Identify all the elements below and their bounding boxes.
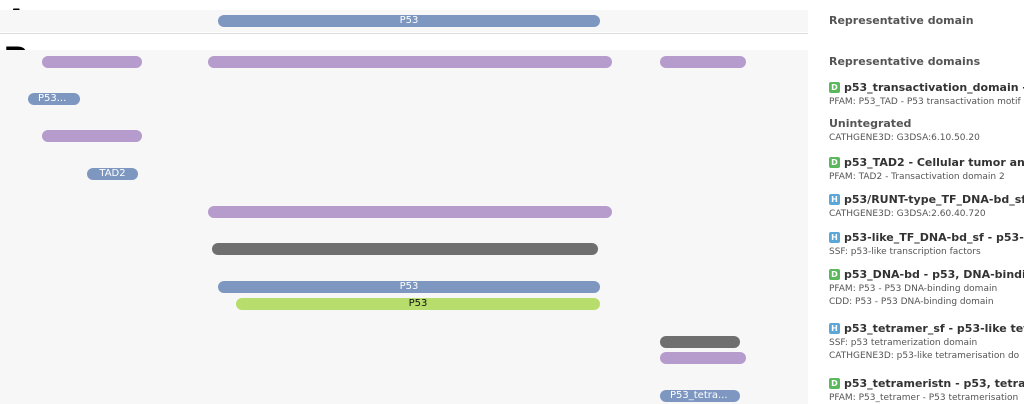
ssf-p53-like-tf-bar[interactable] — [212, 243, 598, 255]
cathgene3d-6-10-50-20-bar[interactable] — [42, 130, 142, 142]
domain-badge-icon: D — [829, 82, 840, 93]
entry-member-line[interactable]: CATHGENE3D: p53-like tetramerisation do — [829, 351, 1020, 361]
panel-divider — [0, 33, 808, 34]
entry-member-line[interactable]: PFAM: P53_tetramer - P53 tetramerisation — [829, 393, 1019, 403]
entry-title[interactable]: p53_tetrameristn - p53, tetrameris — [844, 377, 1024, 390]
entry-title[interactable]: p53-like_TF_DNA-bd_sf - p53-like — [844, 231, 1024, 244]
entry-member-line[interactable]: CATHGENE3D: G3DSA:2.60.40.720 — [829, 209, 986, 219]
ssf-p53-tetramer-bar[interactable] — [660, 336, 740, 348]
rep-domain-bar-1[interactable] — [42, 56, 142, 68]
entry-title[interactable]: p53_tetramer_sf - p53-like tetram — [844, 322, 1024, 335]
entry-title[interactable]: p53_transactivation_domain - p53 — [844, 81, 1024, 94]
pfam-p53-dna-bd-bar[interactable]: P53 — [218, 281, 600, 293]
cdd-p53-dna-bd-bar[interactable]: P53 — [236, 298, 600, 310]
panel-a-p53-bar[interactable]: P53 — [218, 15, 600, 27]
entry-member-line[interactable]: CDD: P53 - P53 DNA-binding domain — [829, 297, 994, 307]
entry-member-line[interactable]: SSF: p53-like transcription factors — [829, 247, 981, 257]
entry-unintegrated: Unintegrated CATHGENE3D: G3DSA:6.10.50.2… — [829, 117, 1024, 143]
entry-title[interactable]: p53_DNA-bd - p53, DNA-binding d — [844, 268, 1024, 281]
panel-a-heading: Representative domain — [829, 14, 974, 27]
entry-member-line[interactable]: SSF: p53 tetramerization domain — [829, 338, 978, 348]
entry-member-line[interactable]: PFAM: TAD2 - Transactivation domain 2 — [829, 172, 1005, 182]
cathgene3d-2-60-40-720-bar[interactable] — [208, 206, 612, 218]
domain-badge-icon: D — [829, 269, 840, 280]
pfam-p53-tetramer-bar[interactable]: P53_tetra... — [660, 390, 740, 402]
entry-member-line[interactable]: PFAM: P53 - P53 DNA-binding domain — [829, 284, 998, 294]
homologous-badge-icon: H — [829, 232, 840, 243]
panel-b-track — [0, 50, 808, 404]
entry-title[interactable]: p53_TAD2 - Cellular tumor antigen — [844, 156, 1024, 169]
domain-badge-icon: D — [829, 157, 840, 168]
cathgene3d-tetramerisation-bar[interactable] — [660, 352, 746, 364]
pfam-tad2-bar[interactable]: TAD2 — [87, 168, 138, 180]
rep-domain-bar-2[interactable] — [208, 56, 612, 68]
entry-title: Unintegrated — [829, 117, 912, 130]
panel-b-heading: Representative domains — [829, 55, 981, 68]
rep-domain-bar-3[interactable] — [660, 56, 746, 68]
entry-title[interactable]: p53/RUNT-type_TF_DNA-bd_sf - p — [844, 193, 1024, 206]
entry-member-line[interactable]: CATHGENE3D: G3DSA:6.10.50.20 — [829, 133, 980, 143]
pfam-p53-tad-bar[interactable]: P53... — [28, 93, 80, 105]
homologous-badge-icon: H — [829, 194, 840, 205]
homologous-badge-icon: H — [829, 323, 840, 334]
domain-badge-icon: D — [829, 378, 840, 389]
entry-member-line[interactable]: PFAM: P53_TAD - P53 transactivation moti… — [829, 97, 1021, 107]
